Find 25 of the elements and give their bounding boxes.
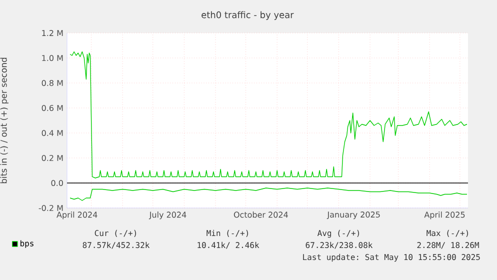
- text: Max (-/+): [426, 230, 468, 238]
- text: 67.23k/238.08k: [306, 242, 373, 249]
- y-tick-label: 1.2 M: [42, 30, 63, 36]
- y-tick-label: 0.0: [51, 180, 63, 186]
- chart-title: eth0 traffic - by year: [202, 11, 294, 20]
- x-tick-label: October 2024: [234, 212, 288, 218]
- y-tick-label: -0.2 M: [38, 204, 63, 212]
- legend-label: bps: [20, 240, 34, 248]
- text: 87.57k/452.32k: [82, 242, 150, 249]
- y-tick-label: 0.4 M: [42, 130, 63, 136]
- text: 2.28M/ 18.26M: [417, 242, 479, 249]
- x-tick-label: July 2024: [148, 212, 186, 220]
- x-tick-label: April 2025: [424, 212, 465, 220]
- y-tick-label: 0.2 M: [42, 154, 63, 162]
- y-tick-label: 0.6 M: [42, 104, 63, 112]
- y-axis-title: bits in (-) / out (+) per second: [0, 58, 8, 184]
- text: Last update: Sat May 10 15:55:00 2025: [303, 254, 480, 262]
- y-tick-label: 0.8 M: [42, 80, 63, 86]
- text: 10.41k/ 2.46k: [198, 242, 260, 249]
- x-tick-label: January 2025: [326, 212, 380, 220]
- y-tick-label: 1.0 M: [42, 54, 63, 62]
- text: Min (-/+): [206, 230, 248, 238]
- text: Avg (-/+): [317, 230, 360, 238]
- text: Cur (-/+): [94, 230, 136, 238]
- x-tick-label: April 2024: [56, 212, 98, 220]
